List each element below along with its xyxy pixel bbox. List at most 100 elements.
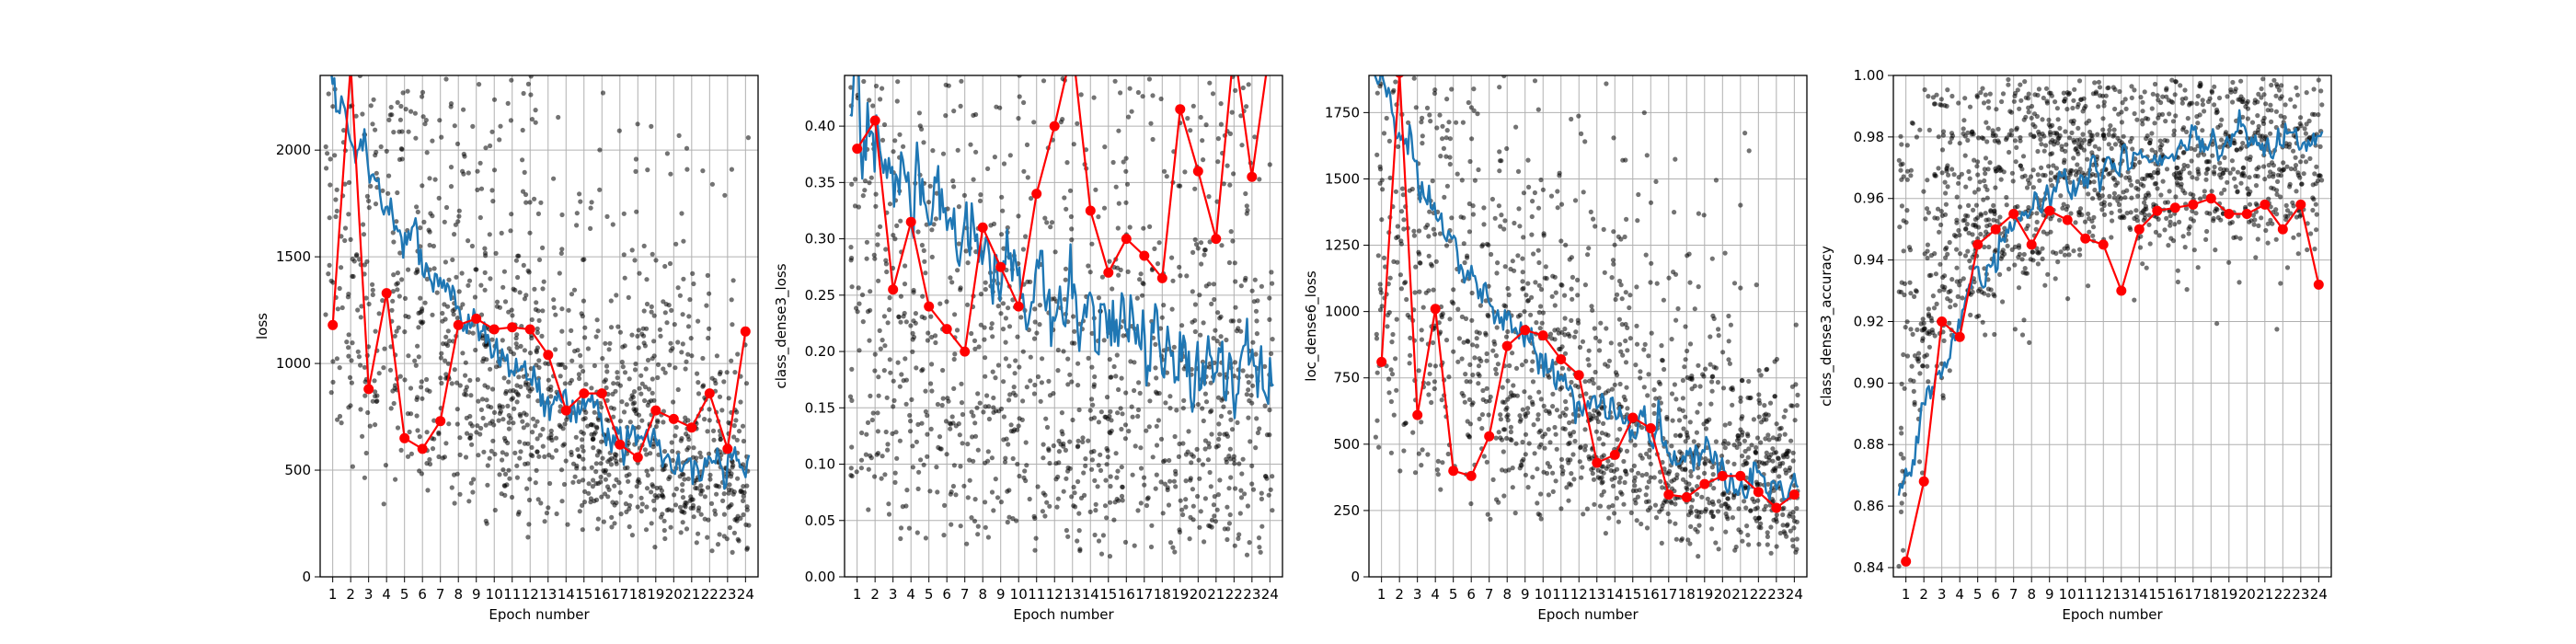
scatter-point [1792, 418, 1798, 423]
plot-area [1373, 75, 1800, 559]
scatter-point [467, 435, 473, 441]
scatter-point [705, 429, 710, 434]
scatter-point [1639, 473, 1645, 478]
scatter-point [1017, 94, 1022, 99]
scatter-point [1248, 393, 1254, 398]
scatter-point [910, 349, 915, 354]
scatter-point [848, 258, 854, 263]
scatter-point [734, 437, 740, 443]
scatter-point [530, 453, 535, 459]
scatter-point [1641, 385, 1647, 390]
scatter-point [1374, 152, 1380, 157]
scatter-point [2275, 178, 2281, 184]
scatter-point [533, 480, 538, 486]
scatter-point [685, 476, 691, 482]
scatter-point [1479, 244, 1485, 249]
scatter-point [1138, 500, 1144, 506]
scatter-point [971, 458, 976, 464]
x-tick-label: 22 [1225, 586, 1243, 603]
scatter-point [558, 250, 564, 256]
scatter-point [1901, 455, 1906, 461]
scatter-point [2238, 144, 2245, 151]
scatter-point [1495, 260, 1501, 266]
scatter-point [1898, 133, 1903, 139]
scatter-point [1731, 281, 1738, 286]
scatter-point [881, 368, 887, 374]
scatter-point [646, 386, 652, 392]
scatter-point [1596, 348, 1603, 353]
scatter-point [633, 156, 639, 162]
scatter-point [928, 314, 934, 319]
scatter-point [1075, 383, 1081, 388]
scatter-point [1956, 175, 1961, 180]
scatter-point [1696, 284, 1701, 290]
scatter-point [1387, 175, 1393, 180]
scatter-point [1631, 463, 1637, 468]
scatter-point [328, 156, 333, 162]
scatter-point [1464, 379, 1469, 385]
scatter-point [1224, 456, 1229, 462]
scatter-point [1644, 471, 1650, 477]
scatter-point [1616, 519, 1621, 524]
scatter-point [1628, 510, 1634, 516]
scatter-point [961, 483, 967, 489]
scatter-point [1988, 287, 1994, 293]
scatter-point [871, 252, 877, 258]
scatter-point [662, 535, 668, 542]
scatter-point [1064, 476, 1069, 481]
scatter-point [1067, 188, 1074, 193]
scatter-point [1517, 312, 1523, 318]
scatter-point [1711, 316, 1717, 321]
scatter-point [2142, 89, 2147, 95]
scatter-point [923, 408, 929, 414]
scatter-point [726, 396, 731, 401]
subplot-class-dense3-loss: 1 2 3 4 5 6 7 8 9 10 11 12 13 14 15 16 17 18 19 20 21 22 23 24 … [773, 75, 1283, 623]
scatter-point [637, 385, 642, 391]
scatter-point [1981, 100, 1987, 106]
scatter-point [991, 405, 996, 410]
scatter-point [1253, 351, 1259, 357]
scatter-point [1000, 301, 1006, 306]
scatter-point [491, 409, 498, 415]
scatter-point [1526, 441, 1532, 446]
scatter-point [1502, 427, 1508, 432]
x-tick-label: 10 [486, 586, 503, 603]
scatter-point [1015, 427, 1020, 432]
scatter-point [1513, 441, 1519, 446]
scatter-point [484, 397, 489, 403]
scatter-point [1550, 470, 1556, 476]
scatter-point [1257, 426, 1262, 431]
scatter-point [1967, 176, 1972, 181]
scatter-point [1174, 408, 1179, 413]
scatter-point [933, 339, 938, 346]
scatter-point [1624, 385, 1629, 390]
scatter-point [1762, 403, 1767, 408]
scatter-point [1587, 411, 1593, 417]
epoch-point [1735, 470, 1746, 481]
scatter-points [847, 75, 1275, 559]
scatter-point [339, 265, 344, 270]
epoch-point [1699, 478, 1710, 489]
scatter-point [1500, 467, 1505, 473]
scatter-point [875, 429, 881, 434]
scatter-point [1545, 373, 1550, 378]
scatter-point [1025, 175, 1030, 180]
scatter-point [973, 149, 979, 155]
scatter-point [891, 149, 896, 155]
scatter-point [1716, 499, 1721, 504]
scatter-point [1006, 514, 1012, 520]
scatter-point [354, 252, 360, 258]
x-tick-label: 23 [1767, 586, 1785, 603]
scatter-point [333, 197, 339, 202]
scatter-point [2212, 164, 2217, 170]
scatter-point [1582, 427, 1588, 432]
scatter-point [898, 218, 903, 224]
scatter-point [1559, 385, 1565, 390]
scatter-point [2203, 236, 2209, 242]
scatter-point [951, 109, 957, 114]
scatter-point [1215, 395, 1222, 400]
scatter-point [1377, 307, 1384, 313]
scatter-point [1973, 202, 1979, 208]
scatter-point [1429, 399, 1434, 406]
scatter-point [1644, 451, 1650, 456]
